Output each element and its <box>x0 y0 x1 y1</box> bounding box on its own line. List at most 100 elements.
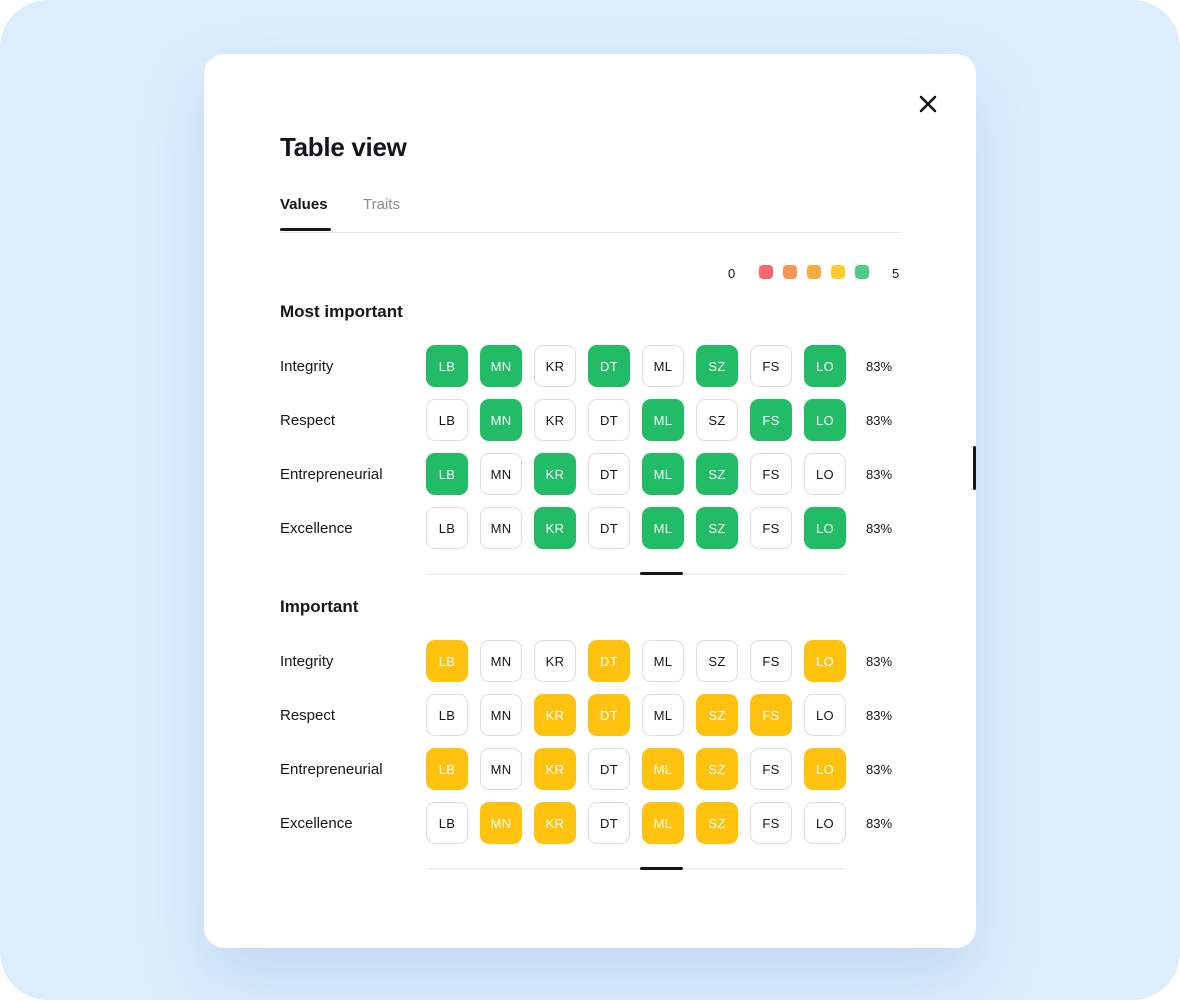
legend-dot-4 <box>855 265 869 279</box>
horizontal-scrollbar[interactable] <box>426 867 846 870</box>
cell-lo[interactable]: LO <box>804 453 846 495</box>
row-label: Entrepreneurial <box>280 466 383 483</box>
cell-dt[interactable]: DT <box>588 694 630 736</box>
section-title: Most important <box>280 302 403 321</box>
table-row: Respect LB MN KR DT ML SZ FS LO 83% <box>280 399 920 443</box>
cell-kr[interactable]: KR <box>534 345 576 387</box>
close-button[interactable] <box>914 90 942 118</box>
cell-ml[interactable]: ML <box>642 453 684 495</box>
cell-ml[interactable]: ML <box>642 694 684 736</box>
row-label: Excellence <box>280 520 353 537</box>
cell-ml[interactable]: ML <box>642 640 684 682</box>
cell-dt[interactable]: DT <box>588 748 630 790</box>
legend-dot-0 <box>759 265 773 279</box>
cell-sz[interactable]: SZ <box>696 345 738 387</box>
table-row: Entrepreneurial LB MN KR DT ML SZ FS LO 83% <box>280 748 920 792</box>
tab-values[interactable]: Values <box>280 196 328 213</box>
row-percentage: 83% <box>866 521 893 536</box>
cell-dt[interactable]: DT <box>588 399 630 441</box>
row-percentage: 83% <box>866 467 893 482</box>
cell-sz[interactable]: SZ <box>696 507 738 549</box>
cell-lb[interactable]: LB <box>426 694 468 736</box>
cell-sz[interactable]: SZ <box>696 802 738 844</box>
cell-mn[interactable]: MN <box>480 453 522 495</box>
cell-dt[interactable]: DT <box>588 507 630 549</box>
cell-fs[interactable]: FS <box>750 453 792 495</box>
table-row: Respect LB MN KR DT ML SZ FS LO 83% <box>280 694 920 738</box>
cell-kr[interactable]: KR <box>534 507 576 549</box>
cell-lo[interactable]: LO <box>804 399 846 441</box>
cell-sz[interactable]: SZ <box>696 748 738 790</box>
cell-mn[interactable]: MN <box>480 507 522 549</box>
cell-lb[interactable]: LB <box>426 748 468 790</box>
cell-lo[interactable]: LO <box>804 345 846 387</box>
row-label: Integrity <box>280 653 334 670</box>
table-row: Excellence LB MN KR DT ML SZ FS LO 83% <box>280 507 920 551</box>
cell-dt[interactable]: DT <box>588 640 630 682</box>
cell-kr[interactable]: KR <box>534 453 576 495</box>
row-percentage: 83% <box>866 413 893 428</box>
cell-sz[interactable]: SZ <box>696 453 738 495</box>
cell-fs[interactable]: FS <box>750 694 792 736</box>
cell-lo[interactable]: LO <box>804 640 846 682</box>
tab-bar: Values Traits <box>280 194 901 233</box>
table-view-modal: Table view Values Traits 0 5 Most import… <box>204 54 976 948</box>
cell-mn[interactable]: MN <box>480 694 522 736</box>
legend-dot-2 <box>807 265 821 279</box>
cell-kr[interactable]: KR <box>534 694 576 736</box>
cell-mn[interactable]: MN <box>480 640 522 682</box>
cell-kr[interactable]: KR <box>534 399 576 441</box>
horizontal-scroll-thumb[interactable] <box>640 572 683 575</box>
cell-kr[interactable]: KR <box>534 802 576 844</box>
cell-lb[interactable]: LB <box>426 345 468 387</box>
cell-lo[interactable]: LO <box>804 694 846 736</box>
cell-ml[interactable]: ML <box>642 507 684 549</box>
cell-fs[interactable]: FS <box>750 748 792 790</box>
cell-fs[interactable]: FS <box>750 640 792 682</box>
cell-sz[interactable]: SZ <box>696 640 738 682</box>
cell-ml[interactable]: ML <box>642 399 684 441</box>
table-row: Integrity LB MN KR DT ML SZ FS LO 83% <box>280 640 920 684</box>
cell-ml[interactable]: ML <box>642 748 684 790</box>
vertical-scrollbar[interactable] <box>973 446 976 490</box>
cell-lo[interactable]: LO <box>804 507 846 549</box>
cell-sz[interactable]: SZ <box>696 399 738 441</box>
cell-mn[interactable]: MN <box>480 345 522 387</box>
row-label: Entrepreneurial <box>280 761 383 778</box>
row-percentage: 83% <box>866 708 893 723</box>
cell-lo[interactable]: LO <box>804 748 846 790</box>
horizontal-scrollbar[interactable] <box>426 572 846 575</box>
cell-lb[interactable]: LB <box>426 507 468 549</box>
cell-dt[interactable]: DT <box>588 453 630 495</box>
cell-sz[interactable]: SZ <box>696 694 738 736</box>
row-label: Integrity <box>280 358 334 375</box>
cell-fs[interactable]: FS <box>750 802 792 844</box>
cell-ml[interactable]: ML <box>642 802 684 844</box>
row-percentage: 83% <box>866 359 893 374</box>
active-tab-indicator <box>280 228 331 231</box>
cell-dt[interactable]: DT <box>588 345 630 387</box>
horizontal-scroll-thumb[interactable] <box>640 867 683 870</box>
legend-dot-1 <box>783 265 797 279</box>
cell-lb[interactable]: LB <box>426 399 468 441</box>
cell-lb[interactable]: LB <box>426 640 468 682</box>
cell-ml[interactable]: ML <box>642 345 684 387</box>
cell-lo[interactable]: LO <box>804 802 846 844</box>
cell-kr[interactable]: KR <box>534 748 576 790</box>
cell-dt[interactable]: DT <box>588 802 630 844</box>
cell-mn[interactable]: MN <box>480 802 522 844</box>
cell-mn[interactable]: MN <box>480 399 522 441</box>
row-percentage: 83% <box>866 762 893 777</box>
cell-lb[interactable]: LB <box>426 802 468 844</box>
cell-mn[interactable]: MN <box>480 748 522 790</box>
tab-traits[interactable]: Traits <box>363 196 400 213</box>
table-row: Integrity LB MN KR DT ML SZ FS LO 83% <box>280 345 920 389</box>
cell-kr[interactable]: KR <box>534 640 576 682</box>
row-label: Respect <box>280 707 336 724</box>
section-title: Important <box>280 597 359 616</box>
cell-fs[interactable]: FS <box>750 399 792 441</box>
cell-fs[interactable]: FS <box>750 345 792 387</box>
cell-lb[interactable]: LB <box>426 453 468 495</box>
legend-min-label: 0 <box>728 266 736 281</box>
cell-fs[interactable]: FS <box>750 507 792 549</box>
